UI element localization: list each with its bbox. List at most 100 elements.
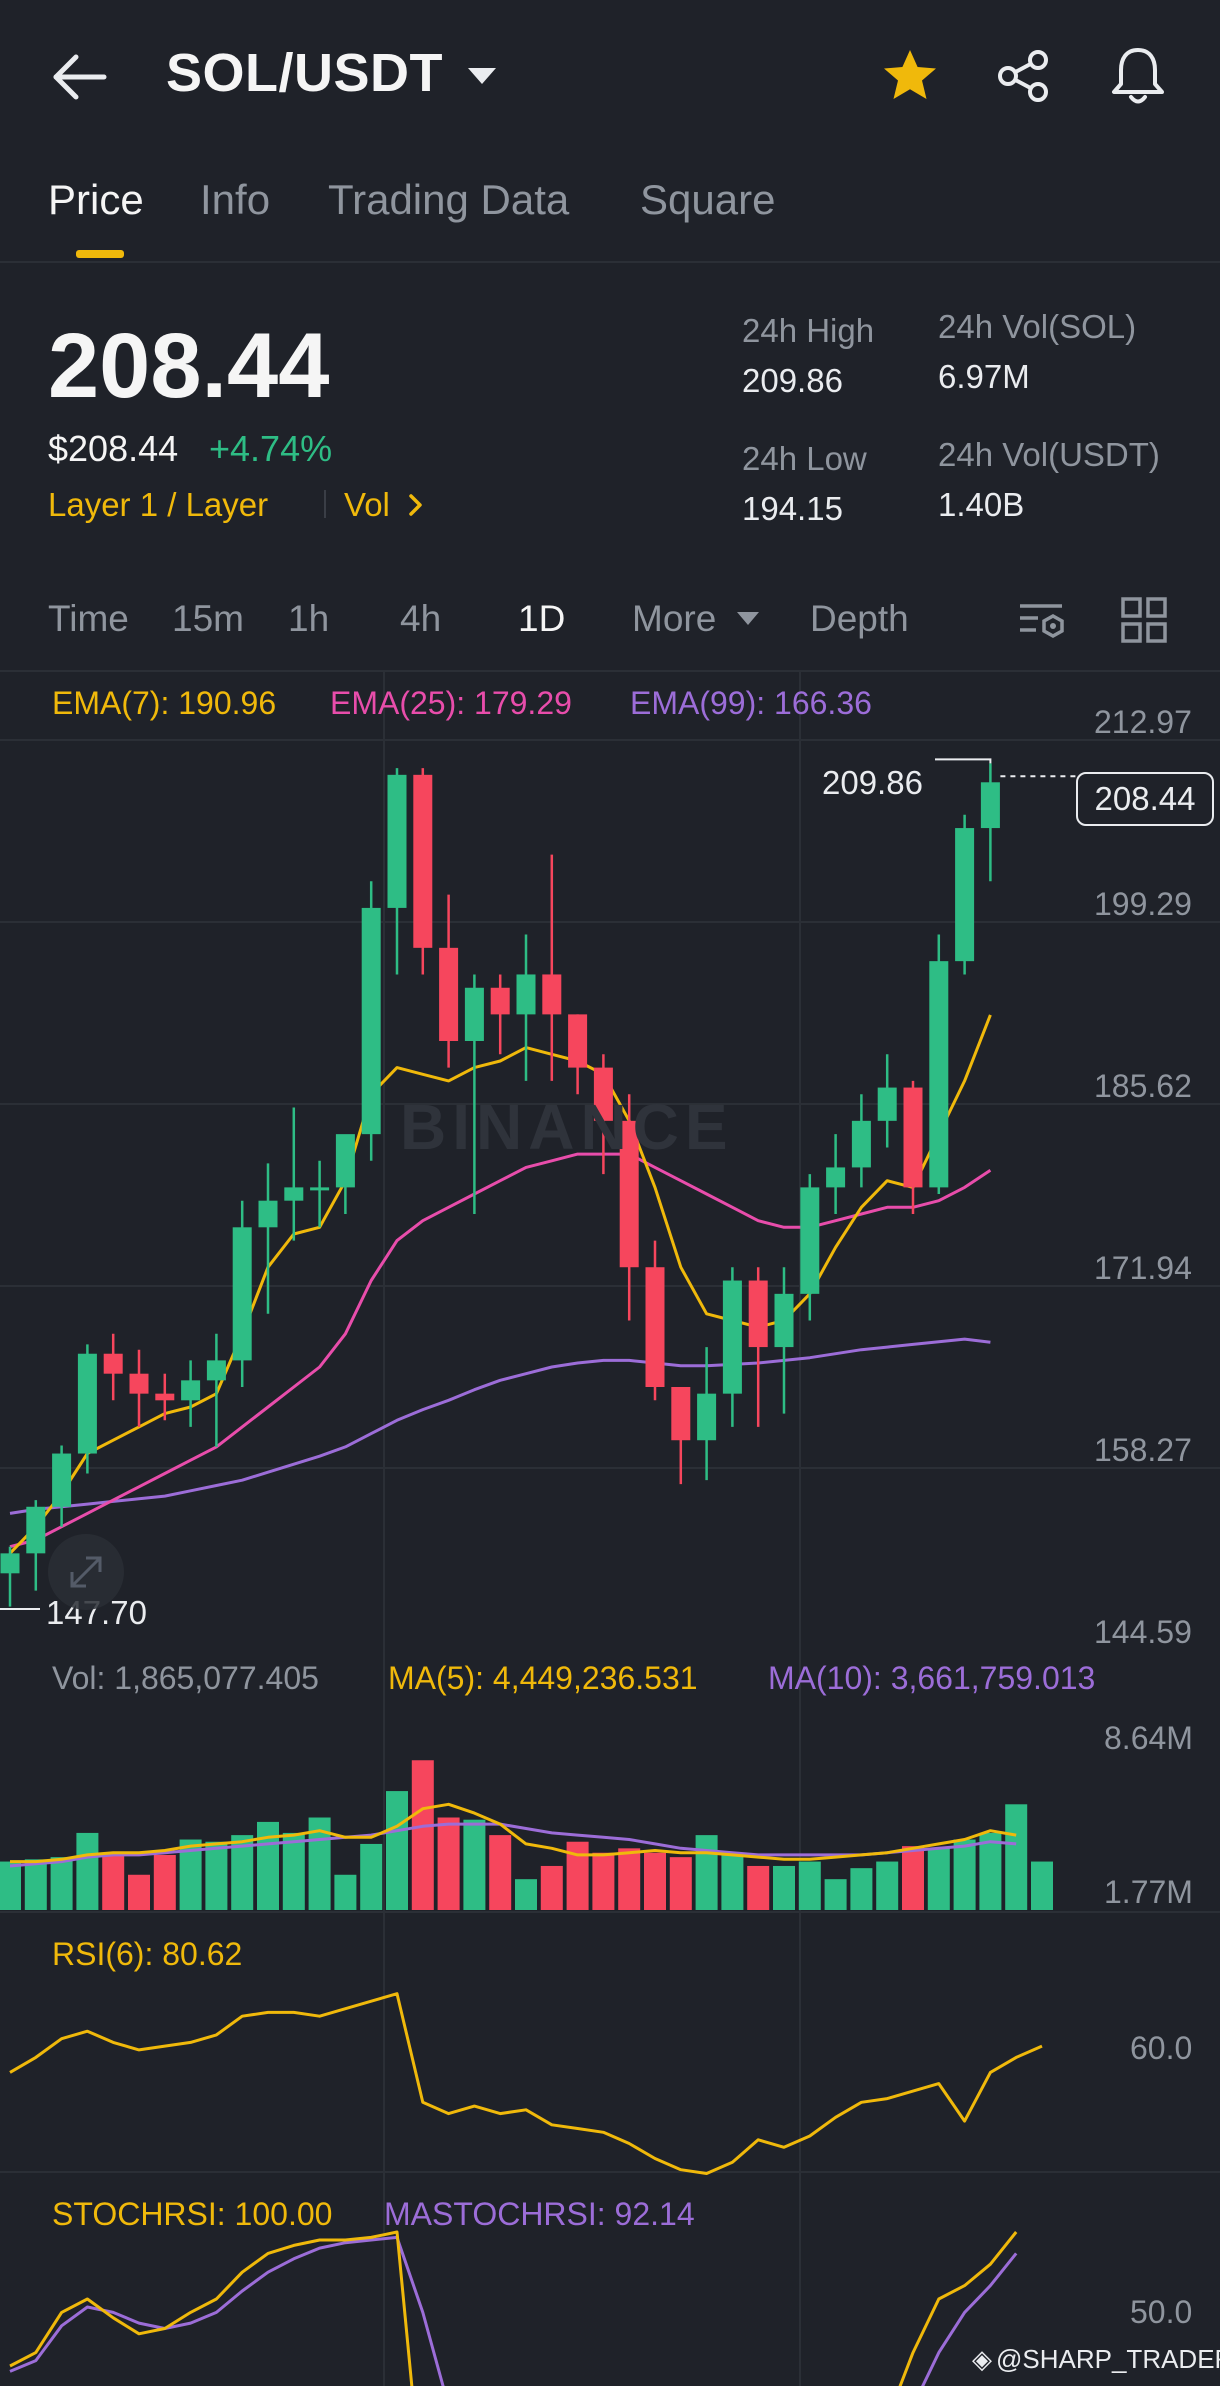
- indicator-settings-icon: [1020, 604, 1064, 639]
- candle-body: [361, 907, 381, 1135]
- volume-bar: [386, 1791, 408, 1910]
- tab-price[interactable]: Price: [48, 176, 144, 223]
- candle-body: [26, 1506, 46, 1554]
- price-tick: 158.27: [1094, 1432, 1192, 1468]
- volume-bar: [669, 1857, 692, 1910]
- volume-bar: [179, 1839, 202, 1910]
- price-tick: 185.62: [1094, 1068, 1192, 1104]
- pair-dropdown-caret-icon[interactable]: [468, 68, 496, 84]
- volume-bar: [257, 1821, 279, 1910]
- volume-bar: [1031, 1861, 1053, 1910]
- volume-bars: [0, 1760, 1053, 1910]
- candle-body: [903, 1087, 923, 1188]
- candle-body: [722, 1280, 742, 1394]
- volume-bar: [205, 1841, 228, 1910]
- candle-body: [464, 987, 484, 1041]
- candle-body: [206, 1360, 226, 1381]
- max-marker-line: [935, 758, 992, 764]
- volume-bar: [282, 1832, 305, 1910]
- vol-link[interactable]: Vol: [344, 486, 427, 524]
- tab-trading-data[interactable]: Trading Data: [328, 176, 570, 223]
- candle-body: [129, 1373, 149, 1394]
- tab-info[interactable]: Info: [200, 176, 271, 223]
- vol-ma5-line: [10, 1802, 1017, 1864]
- star-icon: [884, 50, 936, 99]
- candle-body: [980, 782, 1000, 829]
- ma10-legend: MA(10): 3,661,759.013: [768, 1660, 1096, 1696]
- interval-4h[interactable]: 4h: [400, 598, 442, 639]
- volume-bar: [489, 1835, 512, 1910]
- more-caret-icon: [736, 612, 759, 625]
- volume-bar: [360, 1843, 383, 1910]
- interval-1h[interactable]: 1h: [288, 598, 330, 639]
- volume-bar: [592, 1852, 615, 1910]
- volume-bar: [437, 1817, 460, 1910]
- layout-button[interactable]: [1120, 596, 1168, 649]
- volume-bar: [334, 1874, 357, 1910]
- price-change-percent: +4.74%: [209, 428, 333, 469]
- interval-depth[interactable]: Depth: [810, 598, 909, 639]
- volume-bar: [721, 1852, 744, 1910]
- candle-body: [413, 774, 433, 948]
- stochrsi-legend: STOCHRSI: 100.00: [52, 2196, 333, 2232]
- candle-body: [439, 947, 459, 1041]
- mastochrsi-line: [9, 2235, 1018, 2386]
- low-24h-label: 24h Low: [742, 440, 867, 477]
- stoch-tick: 50.0: [1130, 2294, 1193, 2330]
- volume-bar: [618, 1848, 641, 1910]
- interval-15m[interactable]: 15m: [172, 598, 244, 639]
- volume-bar: [979, 1832, 1002, 1910]
- ema99-line: [9, 1337, 991, 1515]
- grid-layout-icon: [1121, 597, 1167, 643]
- rsi-line: [9, 1992, 1043, 2175]
- candle-body: [335, 1134, 355, 1188]
- indicator-settings-button[interactable]: [1016, 594, 1068, 651]
- active-tab-indicator: [76, 250, 124, 258]
- chart-grid: [0, 672, 1220, 2386]
- back-button[interactable]: [50, 52, 108, 102]
- volume-bar: [515, 1879, 537, 1910]
- volume-bar: [695, 1835, 718, 1910]
- pair-title[interactable]: SOL/USDT: [166, 43, 444, 103]
- interval-more[interactable]: More: [632, 598, 759, 640]
- expand-icon: [70, 1556, 102, 1588]
- favorite-button[interactable]: [880, 46, 940, 111]
- volume-bar: [128, 1874, 150, 1910]
- candle-body: [232, 1227, 252, 1361]
- credit-text: @SHARP_TRADER: [996, 2344, 1220, 2374]
- volume-bar: [798, 1861, 821, 1910]
- interval-time[interactable]: Time: [48, 598, 129, 639]
- candle-body: [877, 1087, 897, 1121]
- candle-body: [697, 1393, 717, 1441]
- low-24h-value: 194.15: [742, 490, 843, 527]
- candle-body: [851, 1120, 871, 1168]
- price-tick: 144.59: [1094, 1614, 1192, 1650]
- vol-link-label: Vol: [344, 486, 390, 523]
- alert-button[interactable]: [1108, 44, 1168, 113]
- share-button[interactable]: [994, 46, 1054, 111]
- candles: [0, 763, 1000, 1607]
- tab-square[interactable]: Square: [640, 176, 776, 223]
- arrow-left-icon: [53, 54, 107, 100]
- volume-legend: Vol: 1,865,077.405: [52, 1660, 319, 1696]
- vol-sol-value: 6.97M: [938, 358, 1030, 395]
- volume-bar: [850, 1868, 873, 1910]
- fullscreen-button[interactable]: [48, 1534, 124, 1610]
- vol-usdt-value: 1.40B: [938, 486, 1025, 523]
- rsi-legend: RSI(6): 80.62: [52, 1936, 243, 1972]
- volume-bar: [773, 1865, 795, 1910]
- volume-bar: [0, 1861, 21, 1910]
- candle-body: [490, 987, 510, 1015]
- volume-bar: [953, 1839, 976, 1910]
- candle-body: [645, 1267, 665, 1387]
- volume-bar: [824, 1879, 847, 1910]
- category-link[interactable]: Layer 1 / Layer: [48, 486, 269, 523]
- candle-body: [258, 1200, 278, 1228]
- ema25-line: [9, 1152, 992, 1549]
- stochrsi-line: [9, 2230, 1018, 2386]
- interval-1d[interactable]: 1D: [518, 598, 566, 639]
- candle-body: [52, 1453, 72, 1507]
- volume-bar: [231, 1835, 254, 1910]
- mastochrsi-legend: MASTOCHRSI: 92.14: [384, 2196, 695, 2232]
